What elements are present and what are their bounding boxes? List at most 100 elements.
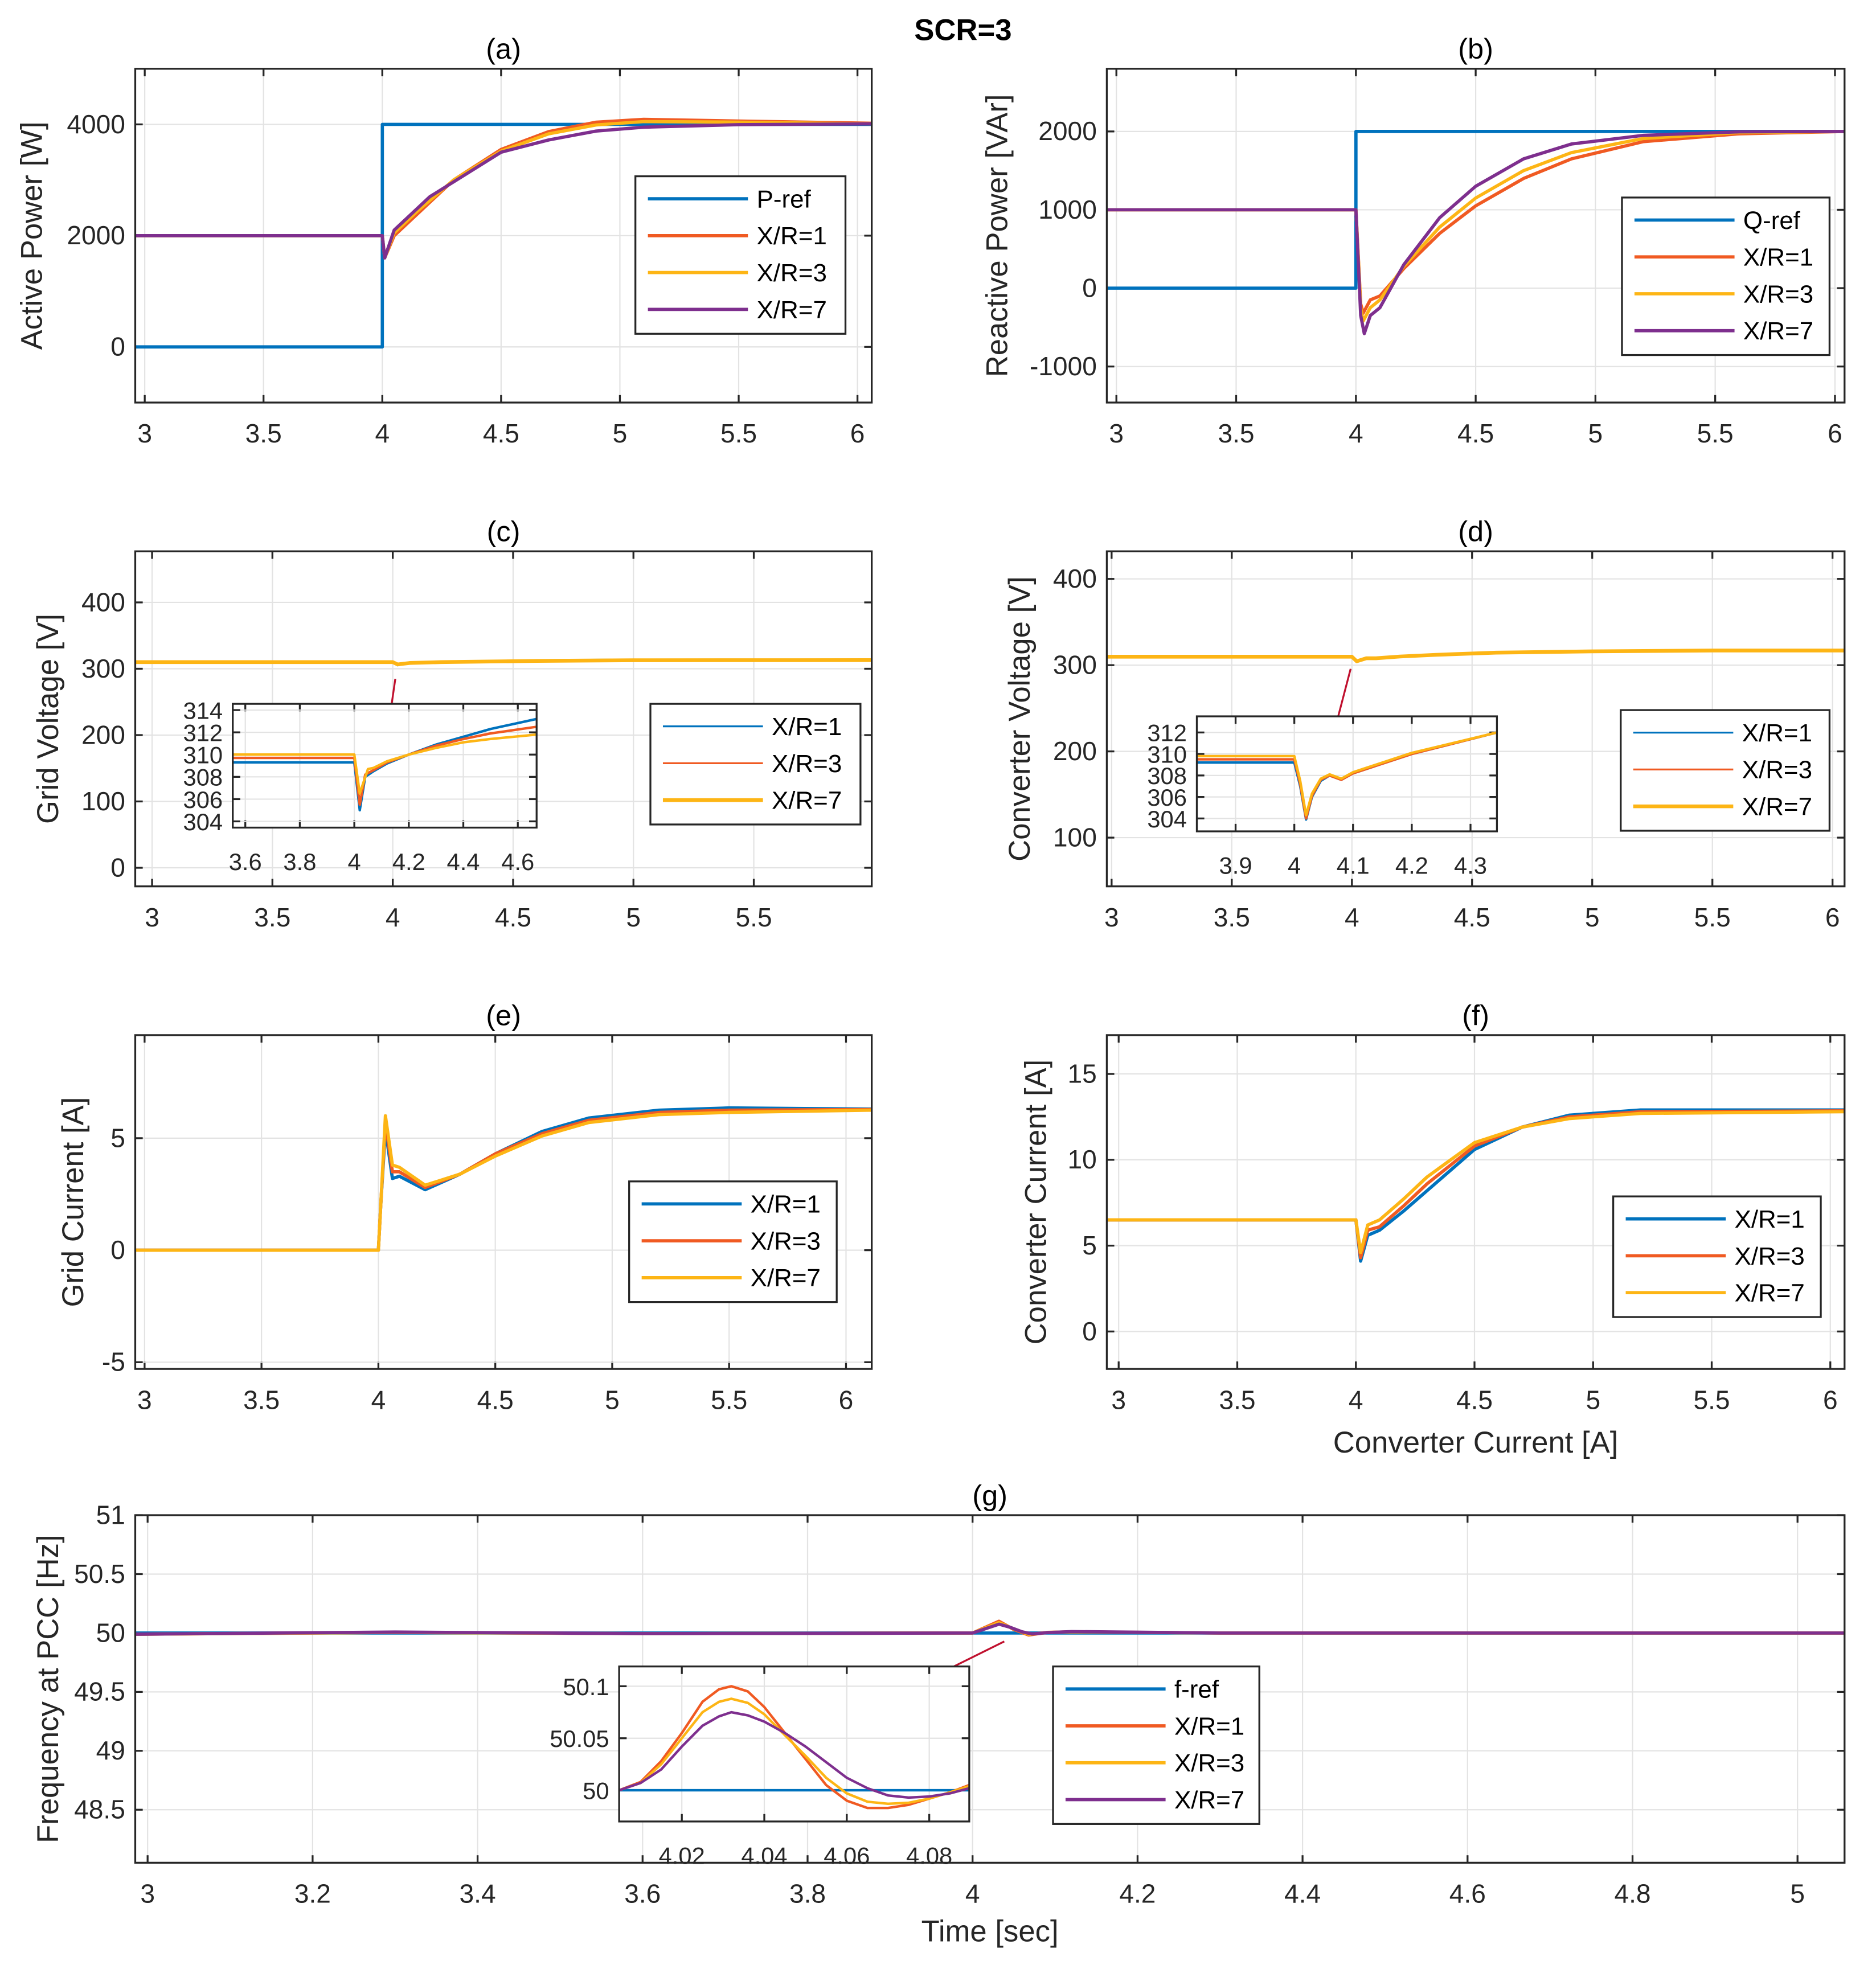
series-line-x-r-7 xyxy=(135,122,872,260)
legend-entry-label: X/R=1 xyxy=(1735,1205,1805,1233)
inset-x-tick-label: 4.4 xyxy=(447,848,480,875)
x-tick-label: 3.5 xyxy=(1218,419,1254,448)
subplot-title: (e) xyxy=(486,999,521,1031)
x-tick-label: 5 xyxy=(1588,419,1603,448)
y-tick-label: 1000 xyxy=(1038,195,1097,224)
subplot-title: (c) xyxy=(487,515,521,548)
axes-frame xyxy=(134,1514,1846,1864)
axes-frame xyxy=(1105,68,1846,404)
legend-entry-label: X/R=7 xyxy=(1742,793,1812,821)
inset-x-tick-label: 4.02 xyxy=(659,1843,705,1869)
y-tick-label: 300 xyxy=(1053,650,1097,680)
series-group xyxy=(1107,1108,1845,1263)
y-tick-label: 51 xyxy=(96,1500,125,1529)
x-tick-label: 4.5 xyxy=(495,903,531,932)
axes-frame xyxy=(134,550,873,888)
series-group xyxy=(135,117,872,349)
plot-area xyxy=(135,1515,1845,1863)
x-tick-label: 3 xyxy=(145,903,159,932)
inset-y-tick-label: 304 xyxy=(1147,806,1187,832)
legend-entry-label: P-ref xyxy=(757,185,812,213)
y-tick-label: 50 xyxy=(96,1618,125,1647)
legend: f-ref X/R=1 X/R=3 X/R=7 xyxy=(1052,1666,1260,1825)
series-line-x-r-7 xyxy=(135,1622,1845,1636)
x-tick-label: 6 xyxy=(1823,1385,1838,1414)
inset-plot-area xyxy=(1197,716,1497,832)
x-tick-label: 6 xyxy=(850,419,865,448)
x-tick-label: 4.8 xyxy=(1614,1879,1650,1909)
y-tick-label: -5 xyxy=(102,1347,125,1377)
inset-y-tick-label: 310 xyxy=(183,742,223,769)
x-tick-label: 4.5 xyxy=(477,1385,514,1414)
y-axis-label: Grid Voltage [V] xyxy=(31,614,65,824)
x-tick-label: 5.5 xyxy=(1697,419,1734,448)
axes-frame xyxy=(134,68,873,404)
legend: P-ref X/R=1 X/R=3 X/R=7 xyxy=(634,175,847,335)
legend-box xyxy=(1621,196,1831,356)
x-tick-label: 3 xyxy=(1104,903,1119,932)
axes-frame xyxy=(134,1034,873,1370)
y-axis-label: Active Power [W] xyxy=(15,121,49,350)
subplot-title: (b) xyxy=(1458,32,1493,65)
x-tick-label: 4.5 xyxy=(1457,419,1494,448)
x-tick-label: 3.4 xyxy=(460,1879,496,1909)
legend-entry-label: X/R=3 xyxy=(1735,1242,1805,1270)
inset-x-tick-label: 3.8 xyxy=(283,848,316,875)
y-tick-label: 100 xyxy=(81,786,125,816)
figure-title: SCR=3 xyxy=(914,13,1011,47)
legend: X/R=1 X/R=3 X/R=7 xyxy=(1620,709,1831,832)
x-tick-label: 5 xyxy=(1586,1385,1600,1414)
series-line-x-r-7 xyxy=(135,1108,872,1252)
x-tick-label: 3.5 xyxy=(254,903,290,932)
series-line-x-r-7 xyxy=(1107,129,1845,335)
x-tick-label: 6 xyxy=(1825,903,1840,932)
legend-entry-label: X/R=7 xyxy=(1174,1786,1244,1814)
subplot-title: (f) xyxy=(1462,999,1489,1031)
inset-x-tick-label: 3.6 xyxy=(229,848,262,875)
series-group xyxy=(135,1619,1845,1637)
x-tick-label: 4.5 xyxy=(1456,1385,1493,1414)
inset-series-group xyxy=(619,1685,969,1810)
y-tick-label: 0 xyxy=(110,332,125,362)
inset-x-tick-label: 3.9 xyxy=(1219,852,1252,879)
inset-y-tick-label: 308 xyxy=(1147,762,1187,789)
x-tick-label: 4.2 xyxy=(1119,1879,1156,1909)
y-tick-label: 48.5 xyxy=(74,1795,125,1824)
inset-x-tick-label: 4.08 xyxy=(906,1843,952,1869)
x-tick-label: 4 xyxy=(1345,903,1359,932)
x-tick-label: 5.5 xyxy=(1694,903,1731,932)
legend-entry-label: X/R=1 xyxy=(1743,244,1813,272)
x-tick-label: 3.8 xyxy=(789,1879,826,1909)
y-tick-label: 400 xyxy=(81,587,125,617)
inset-axes: 4.02 4.04 4.06 4.08 50 50.05 50.1 xyxy=(550,1666,970,1869)
y-axis-label: Reactive Power [VAr] xyxy=(981,94,1014,377)
legend: X/R=1 X/R=3 X/R=7 xyxy=(1612,1195,1822,1318)
y-tick-label: 15 xyxy=(1068,1059,1097,1088)
legend-entry-label: X/R=1 xyxy=(772,713,842,741)
inset-x-tick-label: 4.2 xyxy=(1395,852,1428,879)
x-tick-label: 3.6 xyxy=(624,1879,661,1909)
x-tick-label: 5.5 xyxy=(736,903,772,932)
inset-x-tick-label: 4 xyxy=(348,848,361,875)
legend: Q-ref X/R=1 X/R=3 X/R=7 xyxy=(1621,196,1831,356)
inset-y-tick-label: 50 xyxy=(583,1777,609,1804)
y-tick-label: 2000 xyxy=(67,220,125,250)
inset-y-tick-label: 310 xyxy=(1147,741,1187,768)
series-group xyxy=(1107,129,1845,335)
axes-frame xyxy=(1105,550,1846,888)
legend: X/R=1 X/R=3 X/R=7 xyxy=(628,1180,838,1303)
inset-series-line-purple xyxy=(619,1710,969,1799)
subplot-b: 3 3.5 4 4.5 5 5.5 6 -1000 0 1000 2000 (b) Reactive P… xyxy=(981,32,1846,448)
x-tick-label: 6 xyxy=(1828,419,1842,448)
y-axis-label: Frequency at PCC [Hz] xyxy=(31,1535,65,1843)
x-tick-label: 4.5 xyxy=(1454,903,1490,932)
x-tick-label: 3 xyxy=(137,1385,152,1414)
x-tick-label: 3 xyxy=(1111,1385,1126,1414)
subplot-e: 3 3.5 4 4.5 5 5.5 6 -5 0 5 (e) Grid Current [A] X/R=… xyxy=(56,999,873,1414)
legend-entry-label: X/R=3 xyxy=(1174,1749,1244,1777)
series-group xyxy=(135,658,872,667)
y-tick-label: 200 xyxy=(81,720,125,749)
x-tick-label: 5.5 xyxy=(1693,1385,1730,1414)
legend-entry-label: X/R=7 xyxy=(1743,317,1813,345)
